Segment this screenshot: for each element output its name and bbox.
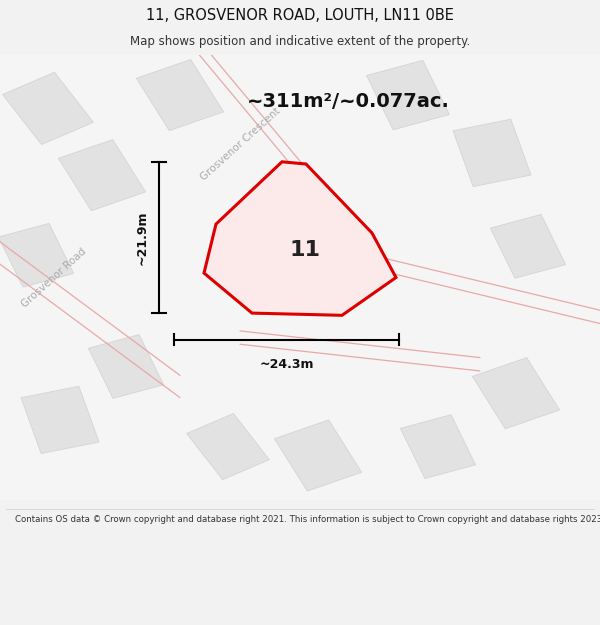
Text: Grosvenor Crescent: Grosvenor Crescent — [198, 106, 282, 182]
Polygon shape — [204, 162, 396, 316]
Polygon shape — [88, 334, 164, 399]
Polygon shape — [2, 72, 94, 144]
Text: ~21.9m: ~21.9m — [136, 210, 149, 265]
Text: Grosvenor Road: Grosvenor Road — [20, 246, 88, 309]
Text: ~24.3m: ~24.3m — [259, 357, 314, 371]
Polygon shape — [274, 420, 362, 491]
Text: 11, GROSVENOR ROAD, LOUTH, LN11 0BE: 11, GROSVENOR ROAD, LOUTH, LN11 0BE — [146, 8, 454, 23]
Polygon shape — [0, 223, 74, 288]
Text: Map shows position and indicative extent of the property.: Map shows position and indicative extent… — [130, 35, 470, 48]
Polygon shape — [187, 414, 269, 480]
Polygon shape — [453, 119, 531, 187]
Polygon shape — [400, 414, 476, 479]
Polygon shape — [21, 386, 99, 454]
Polygon shape — [472, 357, 560, 429]
Text: 11: 11 — [290, 239, 321, 260]
Text: Contains OS data © Crown copyright and database right 2021. This information is : Contains OS data © Crown copyright and d… — [15, 515, 600, 524]
Polygon shape — [136, 59, 224, 131]
Polygon shape — [367, 60, 449, 130]
Polygon shape — [58, 139, 146, 211]
Polygon shape — [490, 214, 566, 278]
Text: ~311m²/~0.077ac.: ~311m²/~0.077ac. — [247, 92, 449, 111]
